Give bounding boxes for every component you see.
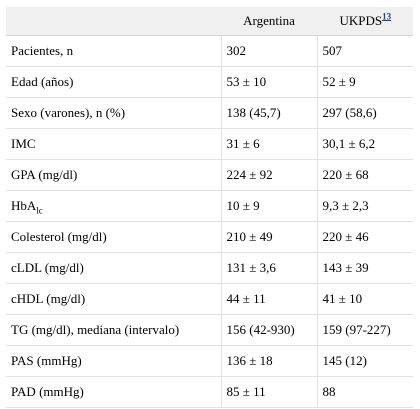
ukpds-value: 88 — [316, 376, 413, 408]
header-argentina: Argentina — [220, 7, 317, 36]
row-label-text: Edad (años) — [11, 73, 74, 89]
row-label-text: Sexo (varones), n (%) — [11, 104, 126, 120]
row-label: Pacientes, n — [6, 35, 221, 67]
table-row: Colesterol (mg/dl) 210 ± 49 220 ± 46 — [6, 221, 413, 253]
row-label-text: PAD (mmHg) — [11, 383, 84, 399]
ukpds-value: 52 ± 9 — [316, 66, 413, 98]
ukpds-reference-link[interactable]: 13 — [382, 11, 392, 22]
comparison-table-container: Argentina UKPDS13 Pacientes, n 302 507 E… — [6, 7, 413, 408]
row-label: cHDL (mg/dl) — [6, 283, 221, 315]
ukpds-value: 30,1 ± 6,2 — [316, 128, 413, 160]
header-argentina-label: Argentina — [243, 12, 295, 28]
ukpds-value: 41 ± 10 — [316, 283, 413, 315]
row-label-text: Pacientes, n — [11, 42, 74, 58]
header-ukpds: UKPDS13 — [316, 7, 413, 36]
row-label: GPA (mg/dl) — [6, 159, 221, 191]
argentina-value: 44 ± 11 — [220, 283, 317, 315]
header-ukpds-label: UKPDS — [339, 12, 383, 28]
row-label: Edad (años) — [6, 66, 221, 98]
row-label-text: TG (mg/dl), mediana (intervalo) — [11, 321, 180, 337]
ukpds-value: 145 (12) — [316, 345, 413, 377]
ukpds-value: 220 ± 68 — [316, 159, 413, 191]
ukpds-value: 220 ± 46 — [316, 221, 413, 253]
table-row: IMC 31 ± 6 30,1 ± 6,2 — [6, 128, 413, 160]
table-row: Sexo (varones), n (%) 138 (45,7) 297 (58… — [6, 97, 413, 129]
row-label: PAS (mmHg) — [6, 345, 221, 377]
argentina-value: 210 ± 49 — [220, 221, 317, 253]
row-label-subscript: lc — [36, 205, 43, 216]
table-row: PAD (mmHg) 85 ± 11 88 — [6, 376, 413, 408]
argentina-value: 138 (45,7) — [220, 97, 317, 129]
ukpds-value: 143 ± 39 — [316, 252, 413, 284]
argentina-value: 302 — [220, 35, 317, 67]
row-label-text: GPA (mg/dl) — [11, 166, 78, 182]
argentina-value: 224 ± 92 — [220, 159, 317, 191]
row-label: cLDL (mg/dl) — [6, 252, 221, 284]
table-row: cHDL (mg/dl) 44 ± 11 41 ± 10 — [6, 283, 413, 315]
table-row: cLDL (mg/dl) 131 ± 3,6 143 ± 39 — [6, 252, 413, 284]
row-label: Colesterol (mg/dl) — [6, 221, 221, 253]
comparison-table: Argentina UKPDS13 Pacientes, n 302 507 E… — [6, 7, 413, 408]
row-label: TG (mg/dl), mediana (intervalo) — [6, 314, 221, 346]
row-label-text: HbA — [11, 197, 37, 213]
row-label-text: Colesterol (mg/dl) — [11, 228, 107, 244]
table-row: PAS (mmHg) 136 ± 18 145 (12) — [6, 345, 413, 377]
table-body: Pacientes, n 302 507 Edad (años) 53 ± 10… — [6, 35, 413, 408]
table-row: Edad (años) 53 ± 10 52 ± 9 — [6, 66, 413, 98]
argentina-value: 10 ± 9 — [220, 190, 317, 222]
argentina-value: 85 ± 11 — [220, 376, 317, 408]
argentina-value: 136 ± 18 — [220, 345, 317, 377]
table-row: Pacientes, n 302 507 — [6, 35, 413, 67]
row-label: Sexo (varones), n (%) — [6, 97, 221, 129]
row-label: HbAlc — [6, 190, 221, 222]
ukpds-value: 159 (97-227) — [316, 314, 413, 346]
ukpds-value: 297 (58,6) — [316, 97, 413, 129]
row-label-text: PAS (mmHg) — [11, 352, 82, 368]
row-label: IMC — [6, 128, 221, 160]
table-row: TG (mg/dl), mediana (intervalo) 156 (42-… — [6, 314, 413, 346]
table-header-row: Argentina UKPDS13 — [6, 7, 413, 36]
header-blank-cell — [6, 7, 221, 36]
table-row: GPA (mg/dl) 224 ± 92 220 ± 68 — [6, 159, 413, 191]
table-row: HbAlc 10 ± 9 9,3 ± 2,3 — [6, 190, 413, 222]
argentina-value: 131 ± 3,6 — [220, 252, 317, 284]
row-label-text: cHDL (mg/dl) — [11, 290, 86, 306]
row-label-text: IMC — [11, 135, 36, 151]
argentina-value: 31 ± 6 — [220, 128, 317, 160]
row-label-text: cLDL (mg/dl) — [11, 259, 84, 275]
argentina-value: 156 (42-930) — [220, 314, 317, 346]
argentina-value: 53 ± 10 — [220, 66, 317, 98]
ukpds-value: 507 — [316, 35, 413, 67]
row-label: PAD (mmHg) — [6, 376, 221, 408]
ukpds-value: 9,3 ± 2,3 — [316, 190, 413, 222]
